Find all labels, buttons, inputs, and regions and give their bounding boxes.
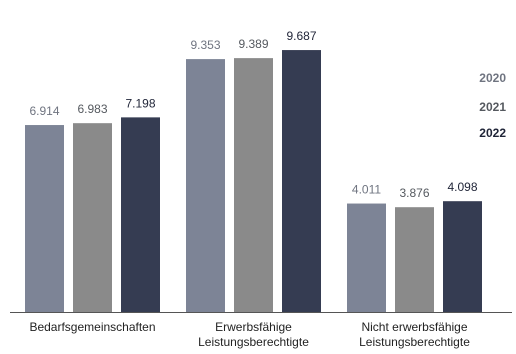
bar-2022-1 [282,50,321,313]
bar-2020-1 [186,59,225,312]
category-label-0-line-0: Bedarfsgemeinschaften [29,320,155,334]
legend: 2020 2021 2022 [479,71,506,140]
value-label-2020-0: 6.914 [29,104,59,118]
bar-2020-2 [347,203,386,312]
value-label-2020-1: 9.353 [190,38,220,52]
legend-item-2021: 2021 [479,100,506,114]
value-label-2021-1: 9.389 [238,37,268,51]
bar-2021-0 [73,123,112,312]
bar-2021-2 [395,207,434,312]
category-label-1-line-0: Erwerbsfähige [215,320,292,334]
category-label-2-line-0: Nicht erwerbsfähige [361,320,467,334]
bars-layer [25,50,482,313]
bar-2022-2 [443,201,482,312]
legend-item-2020: 2020 [479,71,506,85]
bar-2020-0 [25,125,64,312]
bar-2021-1 [234,58,273,312]
value-labels-layer: 6.914 6.983 7.198 9.353 9.389 9.687 4.011 3.876… [29,29,477,200]
value-label-2022-1: 9.687 [286,29,316,43]
category-labels-layer: Bedarfsgemeinschaften ErwerbsfähigeLeistu… [29,320,470,349]
category-label-1-line-1: Leistungsberechtigte [198,335,309,349]
value-label-2020-2: 4.011 [352,183,381,197]
value-label-2022-2: 4.098 [447,180,477,194]
category-label-2-line-1: Leistungsberechtigte [359,335,470,349]
value-label-2022-0: 7.198 [125,96,155,110]
value-label-2021-0: 6.983 [77,102,107,116]
bar-2022-0 [121,117,160,312]
legend-item-2022: 2022 [479,126,506,140]
value-label-2021-2: 3.876 [399,186,429,200]
